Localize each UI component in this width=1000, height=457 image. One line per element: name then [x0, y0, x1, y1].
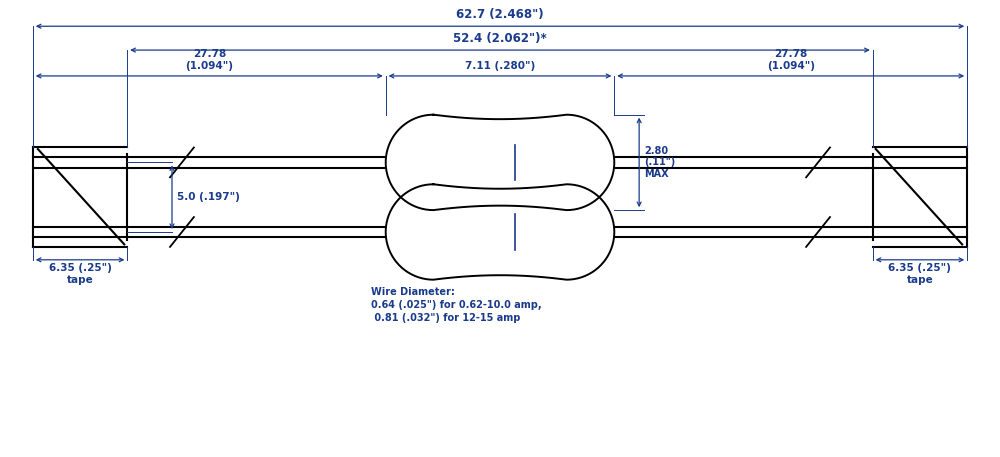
Text: 2.80
(.11")
MAX: 2.80 (.11") MAX	[644, 146, 675, 179]
Text: 6.35 (.25")
tape: 6.35 (.25") tape	[49, 263, 112, 285]
Text: 7.11 (.280"): 7.11 (.280")	[465, 61, 535, 71]
Text: 5.0 (.197"): 5.0 (.197")	[177, 192, 240, 202]
Text: F: F	[523, 155, 533, 170]
Polygon shape	[386, 115, 614, 210]
Text: 52.4 (2.062")*: 52.4 (2.062")*	[453, 32, 547, 45]
Text: 1 A: 1 A	[462, 225, 488, 239]
Text: 1 A: 1 A	[462, 155, 488, 170]
Text: 6.35 (.25")
tape: 6.35 (.25") tape	[888, 263, 951, 285]
Text: 27.78
(1.094"): 27.78 (1.094")	[767, 49, 815, 71]
Text: F: F	[523, 225, 533, 239]
Text: 62.7 (2.468"): 62.7 (2.468")	[456, 8, 544, 21]
Polygon shape	[386, 184, 614, 280]
Text: Wire Diameter:
0.64 (.025") for 0.62-10.0 amp,
 0.81 (.032") for 12-15 amp: Wire Diameter: 0.64 (.025") for 0.62-10.…	[371, 287, 541, 323]
Text: 27.78
(1.094"): 27.78 (1.094")	[185, 49, 233, 71]
